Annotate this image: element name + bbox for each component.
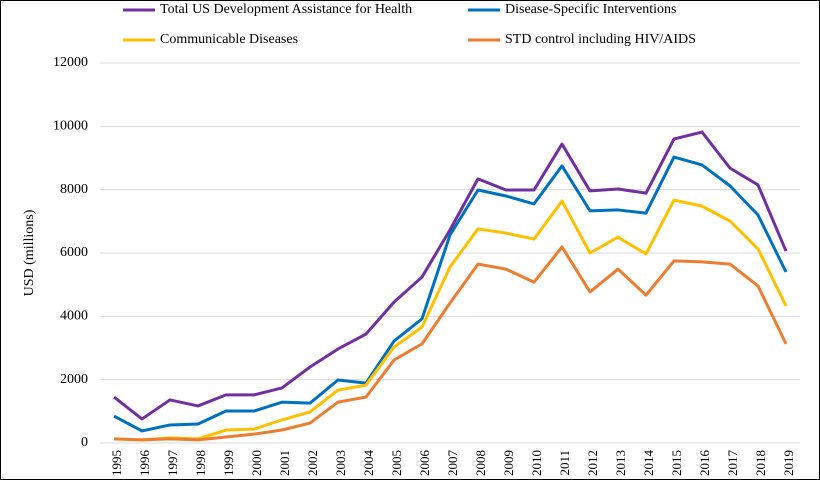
x-tick-label: 2008: [473, 450, 488, 476]
legend-label: Disease-Specific Interventions: [505, 2, 676, 17]
x-tick-label: 2000: [249, 450, 264, 476]
x-tick-label: 2010: [529, 450, 544, 476]
x-tick-label: 2002: [305, 450, 320, 476]
series-line: [113, 245, 788, 442]
x-tick-label: 2018: [753, 450, 768, 476]
x-tick-label: 2012: [585, 450, 600, 476]
x-tick-label: 2014: [641, 450, 656, 477]
x-tick-label: 2015: [669, 450, 684, 476]
y-tick-label: 0: [81, 435, 88, 450]
x-tick-label: 1997: [165, 450, 180, 477]
x-tick-label: 2013: [613, 450, 628, 476]
series-line: [113, 130, 788, 421]
y-tick-label: 8000: [60, 182, 88, 197]
x-tick-label: 2005: [389, 450, 404, 476]
x-tick-label: 2009: [501, 450, 516, 476]
legend-label: STD control including HIV/AIDS: [505, 32, 696, 47]
legend-label: Total US Development Assistance for Heal…: [160, 2, 412, 17]
x-tick-label: 2003: [333, 450, 348, 476]
x-tick-label: 2016: [697, 450, 712, 477]
series-line: [113, 155, 788, 433]
legend-label: Communicable Diseases: [160, 32, 298, 47]
x-tick-label: 2007: [445, 450, 460, 477]
x-tick-label: 2011: [557, 450, 572, 476]
x-tick-label: 2001: [277, 450, 292, 476]
x-tick-label: 2017: [725, 450, 740, 477]
x-tick-label: 1999: [221, 450, 236, 476]
x-tick-label: 1996: [137, 450, 152, 477]
x-tick-label: 1995: [109, 450, 124, 476]
x-tick-label: 2006: [417, 450, 432, 477]
y-tick-label: 12000: [53, 55, 88, 70]
x-tick-label: 2019: [781, 450, 796, 476]
y-axis-label: USD (millions): [22, 209, 37, 296]
series-line: [113, 198, 788, 442]
y-tick-label: 6000: [60, 245, 88, 260]
y-tick-label: 4000: [60, 309, 88, 324]
x-tick-label: 2004: [361, 450, 376, 477]
y-tick-label: 2000: [60, 372, 88, 387]
x-tick-label: 1998: [193, 450, 208, 476]
y-tick-label: 10000: [53, 119, 88, 134]
